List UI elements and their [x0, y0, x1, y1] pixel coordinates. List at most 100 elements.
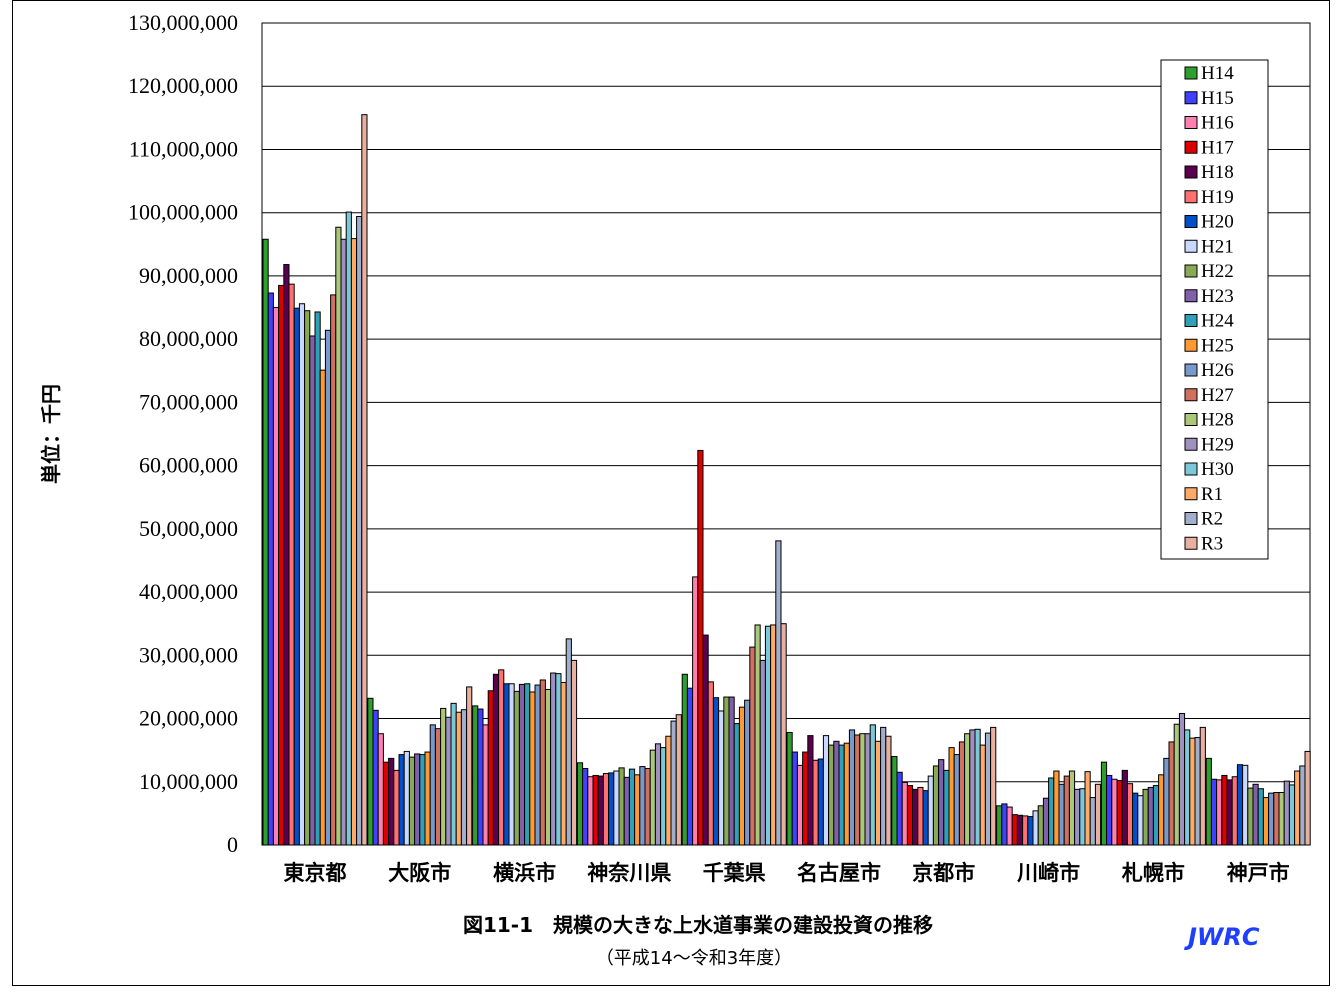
- legend-swatch: [1184, 165, 1198, 179]
- bar-H15: [1106, 774, 1113, 846]
- bar-H18: [807, 735, 814, 846]
- bar-R2: [1194, 737, 1201, 846]
- bar-H20: [1132, 792, 1139, 846]
- bar-H29: [759, 659, 766, 846]
- category-label: 京都市: [912, 861, 975, 885]
- bar-H25: [843, 742, 850, 846]
- bar-H29: [1283, 780, 1290, 846]
- legend-swatch: [1184, 437, 1198, 451]
- legend-swatch: [1184, 289, 1198, 303]
- bar-R1: [455, 711, 462, 846]
- bar-H23: [1147, 786, 1154, 846]
- bar-H18: [912, 788, 919, 846]
- bar-R2: [460, 709, 468, 846]
- bar-H30: [345, 211, 352, 846]
- bar-H28: [859, 733, 866, 846]
- bar-H30: [555, 673, 562, 846]
- bars: [262, 114, 1311, 846]
- bar-H29: [969, 729, 976, 846]
- bar-R1: [874, 740, 882, 846]
- bar-H24: [314, 311, 321, 846]
- legend-label: H28: [1201, 410, 1234, 431]
- y-tick-labels: 0 10,000,000 20,000,000 30,000,000 40,000,00…: [128, 10, 238, 857]
- x-category-labels: 東京都 大阪市 横浜市 神奈川県 千葉県 名古屋市 京都市 川崎市 札幌市 神戸市: [284, 861, 1290, 885]
- legend-label: H16: [1201, 113, 1234, 134]
- legend-swatch: [1184, 264, 1198, 278]
- bar-H29: [445, 716, 452, 846]
- legend-swatch: [1184, 363, 1198, 377]
- bar-H17: [382, 761, 390, 846]
- bar-H17: [906, 785, 914, 846]
- legend-swatch: [1184, 116, 1198, 129]
- bar-H19: [1022, 815, 1029, 846]
- bar-H17: [592, 774, 599, 846]
- bar-H17: [1011, 814, 1018, 846]
- bar-H18: [1016, 814, 1024, 846]
- bar-H25: [1262, 797, 1270, 846]
- legend-label: H20: [1201, 212, 1234, 233]
- bar-H27: [749, 646, 756, 846]
- bar-H30: [1079, 788, 1086, 846]
- bar-H16: [1111, 778, 1118, 846]
- bar-H24: [1257, 788, 1264, 846]
- legend-swatch: [1184, 536, 1198, 550]
- legend-label: H18: [1201, 162, 1234, 183]
- bar-R3: [885, 735, 892, 846]
- bar-H26: [1268, 792, 1275, 846]
- bar-H23: [309, 335, 316, 846]
- legend-swatch: [1184, 215, 1198, 228]
- y-tick-label: 100,000,000: [128, 200, 238, 225]
- bar-R2: [880, 726, 887, 846]
- bar-R1: [979, 744, 986, 846]
- bar-H18: [597, 775, 604, 846]
- bar-H22: [828, 744, 835, 846]
- legend-label: H19: [1201, 187, 1234, 208]
- bar-H22: [618, 767, 625, 846]
- bar-H20: [293, 307, 300, 846]
- bar-H18: [388, 757, 395, 846]
- bar-H15: [372, 709, 379, 846]
- category-label: 神戸市: [1227, 861, 1290, 885]
- y-tick-label: 70,000,000: [139, 389, 238, 414]
- bar-H22: [513, 690, 520, 846]
- legend-swatch: [1184, 91, 1198, 105]
- bar-H26: [639, 766, 646, 846]
- y-tick-label: 90,000,000: [139, 263, 238, 288]
- bar-H28: [649, 749, 656, 846]
- bar-H19: [602, 773, 610, 846]
- bar-H16: [796, 764, 804, 846]
- bar-H21: [508, 683, 515, 846]
- bar-H14: [1205, 757, 1212, 846]
- bar-H30: [450, 702, 457, 846]
- bar-H27: [644, 767, 651, 846]
- bar-H19: [288, 283, 295, 846]
- legend-label: R2: [1201, 509, 1223, 530]
- bar-H22: [408, 756, 416, 846]
- bar-H19: [707, 681, 714, 846]
- bar-H30: [764, 625, 772, 846]
- bar-H26: [534, 684, 541, 846]
- chart-title: 図11-1 規模の大きな上水道事業の建設投資の推移: [463, 913, 933, 937]
- legend-swatch: [1184, 338, 1198, 352]
- bar-H15: [1001, 803, 1008, 846]
- bar-H20: [503, 683, 510, 846]
- bar-H27: [1168, 741, 1175, 846]
- bar-H23: [623, 776, 630, 846]
- bar-R3: [466, 686, 473, 846]
- bar-H14: [1100, 761, 1108, 846]
- bar-H24: [838, 744, 845, 846]
- bar-H29: [1074, 788, 1081, 846]
- y-tick-label: 120,000,000: [128, 73, 238, 98]
- bar-H24: [733, 723, 740, 846]
- bar-H14: [996, 805, 1003, 846]
- legend-swatch: [1184, 487, 1198, 501]
- legend-label: H29: [1201, 434, 1234, 455]
- bar-H28: [1068, 770, 1076, 846]
- bar-H23: [414, 753, 421, 846]
- category-label: 千葉県: [703, 861, 766, 885]
- bar-R2: [670, 720, 677, 846]
- bar-R1: [665, 735, 672, 846]
- bar-H21: [822, 735, 830, 846]
- bar-H22: [932, 765, 940, 846]
- bar-H27: [434, 728, 442, 846]
